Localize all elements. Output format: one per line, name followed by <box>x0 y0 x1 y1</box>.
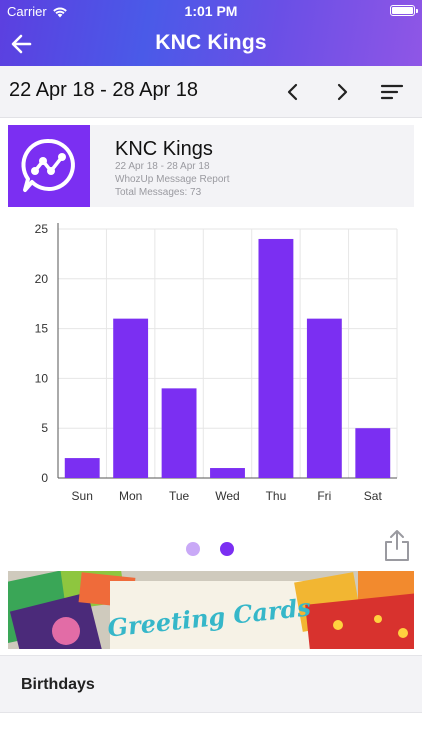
x-tick-label: Sat <box>364 489 383 503</box>
page-indicator <box>186 542 234 556</box>
greeting-cards-illustration: Greeting Cards <box>8 571 414 649</box>
chart-canvas: 0 5 10 15 20 25 Sun Mon Tue Wed Thu Fri Sat <box>35 222 398 503</box>
page-title: KNC Kings <box>155 31 267 54</box>
y-tick-label: 5 <box>41 421 48 435</box>
bar-fri <box>306 318 342 478</box>
x-tick-label: Sun <box>72 489 93 503</box>
greeting-cards-banner[interactable]: Greeting Cards <box>8 571 414 649</box>
carrier-label: Carrier <box>7 4 47 19</box>
nav-bar: KNC Kings <box>0 22 422 66</box>
bar-tue <box>161 388 197 478</box>
whozup-logo <box>8 125 90 207</box>
messages-bar-chart: 0 5 10 15 20 25 Sun Mon Tue Wed Thu Fri Sat <box>0 210 422 510</box>
chat-chart-icon <box>21 138 75 192</box>
x-tick-label: Mon <box>119 489 142 503</box>
date-range-label: 22 Apr 18 - 28 Apr 18 <box>9 79 199 101</box>
bar-mon <box>113 318 149 478</box>
total-messages: Total Messages: 73 <box>115 187 202 198</box>
page-dot-2[interactable] <box>220 542 234 556</box>
y-tick-label: 10 <box>35 371 49 385</box>
wifi-icon <box>52 7 67 17</box>
report-title: WhozUp Message Report <box>115 174 230 185</box>
clock: 1:01 PM <box>184 3 238 19</box>
y-tick-label: 15 <box>35 322 49 336</box>
x-tick-label: Fri <box>317 489 331 503</box>
content-area <box>0 713 422 750</box>
x-tick-label: Tue <box>169 489 190 503</box>
share-icon[interactable] <box>383 528 411 562</box>
date-range-bar: 22 Apr 18 - 28 Apr 18 <box>0 66 422 118</box>
x-tick-label: Wed <box>215 489 239 503</box>
y-tick-label: 0 <box>41 471 48 485</box>
x-tick-label: Thu <box>266 489 287 503</box>
group-summary-card: KNC Kings 22 Apr 18 - 28 Apr 18 WhozUp M… <box>8 125 414 207</box>
battery-icon <box>390 5 418 16</box>
birthdays-section[interactable]: Birthdays <box>0 655 422 713</box>
bar-sat <box>355 428 391 478</box>
y-tick-label: 20 <box>35 272 49 286</box>
app-header: Carrier 1:01 PM KNC Kings <box>0 0 422 66</box>
bar-sun <box>64 458 100 478</box>
group-date-range: 22 Apr 18 - 28 Apr 18 <box>115 161 210 172</box>
arrow-left-icon[interactable] <box>10 33 32 55</box>
birthdays-label: Birthdays <box>21 676 95 693</box>
carrier-indicator: Carrier <box>7 4 68 19</box>
group-name: KNC Kings <box>115 138 213 160</box>
bar-wed <box>210 468 245 478</box>
page-dot-1[interactable] <box>186 542 200 556</box>
chevron-left-icon[interactable] <box>281 80 305 104</box>
sort-lines-icon[interactable] <box>380 80 404 104</box>
status-bar: Carrier 1:01 PM <box>0 0 422 22</box>
bar-thu <box>258 238 294 478</box>
chevron-right-icon[interactable] <box>330 80 354 104</box>
y-tick-label: 25 <box>35 222 49 236</box>
